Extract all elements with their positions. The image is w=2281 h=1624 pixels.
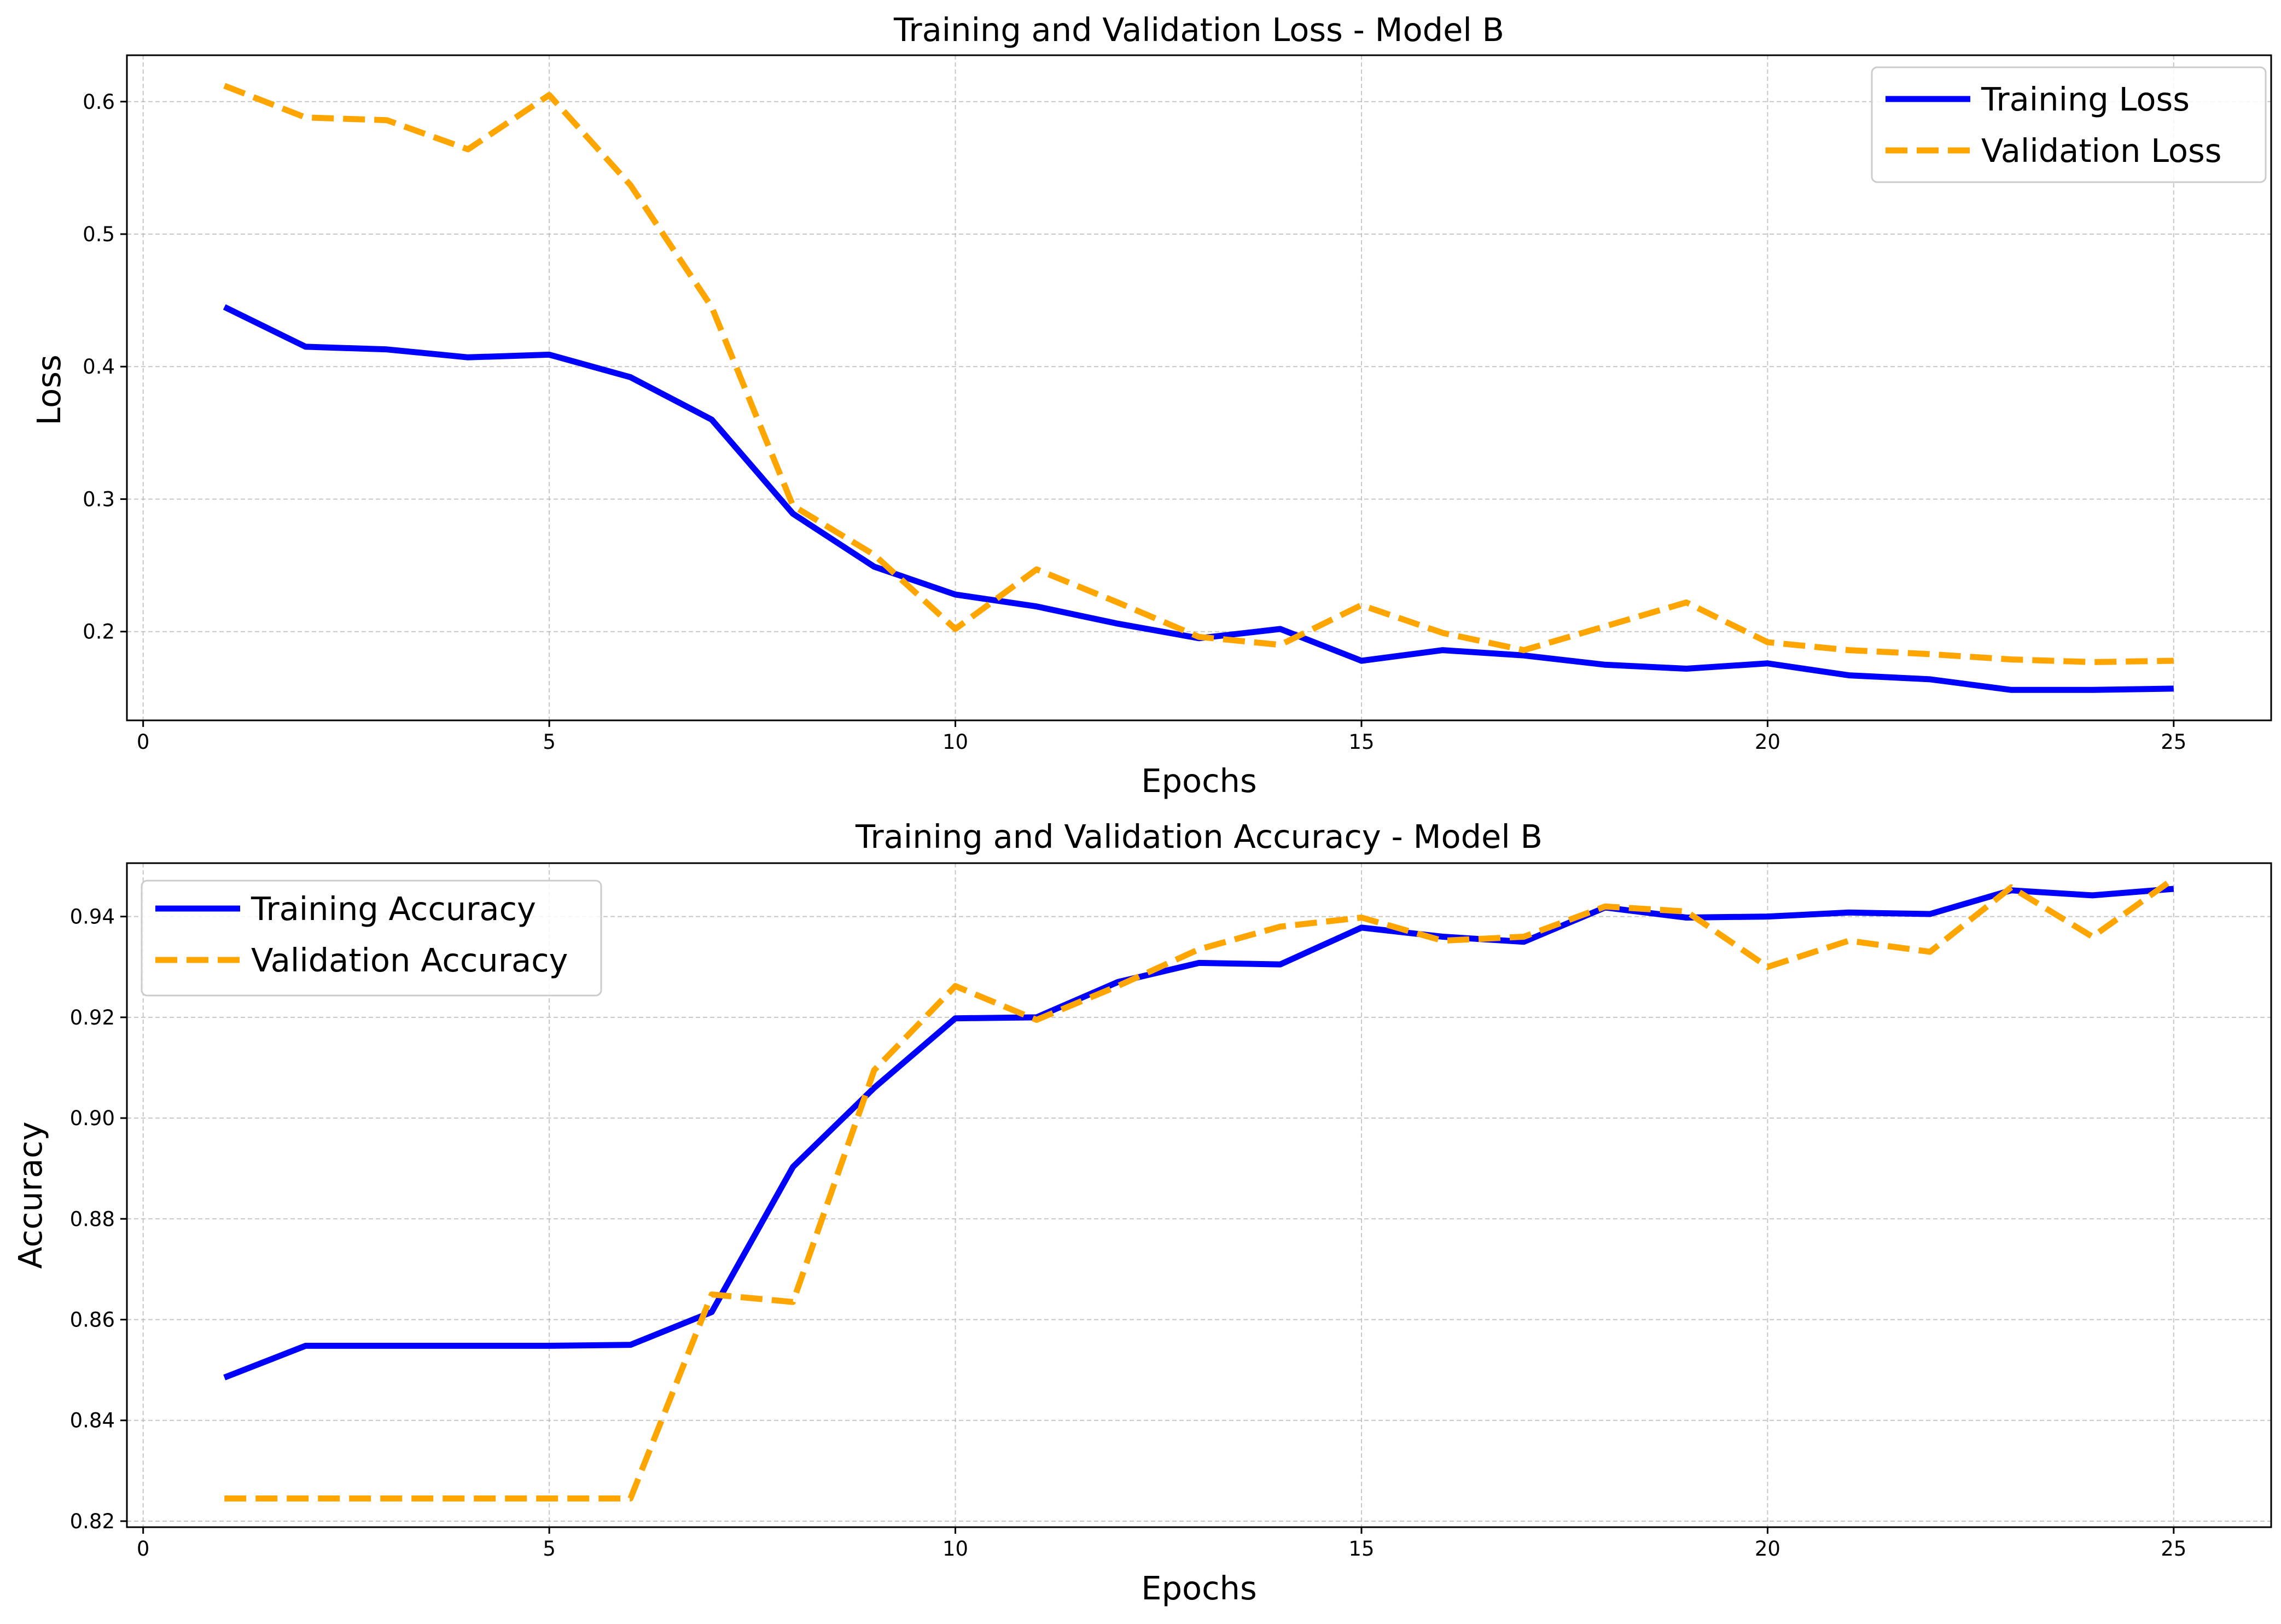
- accuracy-y-tick-label: 0.88: [70, 1207, 115, 1231]
- accuracy-y-tick-label: 0.82: [70, 1510, 115, 1533]
- accuracy-y-ticks: 0.82 0.84 0.86 0.88 0.90 0.92 0.94: [70, 905, 127, 1533]
- loss-x-tick-label: 25: [2161, 730, 2186, 754]
- accuracy-x-tick-label: 0: [137, 1537, 150, 1561]
- accuracy-y-tick-label: 0.92: [70, 1006, 115, 1029]
- loss-y-tick-label: 0.5: [83, 223, 115, 246]
- accuracy-x-tick-label: 25: [2161, 1537, 2186, 1561]
- loss-y-tick-label: 0.3: [83, 487, 115, 511]
- accuracy-y-tick-label: 0.86: [70, 1308, 115, 1332]
- accuracy-chart-title: Training and Validation Accuracy - Model…: [855, 818, 1543, 855]
- accuracy-y-tick-label: 0.84: [70, 1409, 115, 1433]
- accuracy-y-tick-label: 0.94: [70, 905, 115, 929]
- loss-series-line-validation: [223, 83, 2174, 665]
- accuracy-legend: Training Accuracy Validation Accuracy: [141, 880, 602, 997]
- accuracy-x-tick-label: 20: [1755, 1537, 1780, 1561]
- loss-x-tick-label: 5: [543, 730, 556, 754]
- loss-x-axis-label: Epochs: [1141, 762, 1256, 800]
- loss-plot-frame: [126, 54, 2272, 721]
- accuracy-series-line-validation: [224, 876, 2175, 1501]
- accuracy-legend-label-training: Training Accuracy: [251, 890, 536, 928]
- accuracy-x-tick-label: 5: [543, 1537, 556, 1561]
- loss-x-ticks: 0 5 10 15 20 25: [137, 720, 2186, 754]
- accuracy-legend-label-validation: Validation Accuracy: [251, 941, 568, 979]
- accuracy-x-tick-label: 15: [1348, 1537, 1374, 1561]
- loss-chart: Training and Validation Loss - Model B 0…: [30, 11, 2272, 800]
- loss-x-tick-label: 15: [1348, 730, 1374, 754]
- loss-x-tick-label: 20: [1755, 730, 1780, 754]
- loss-legend-label-validation: Validation Loss: [1981, 132, 2222, 170]
- accuracy-legend-box: [141, 880, 602, 997]
- accuracy-series-line-training: [223, 886, 2174, 1381]
- loss-y-tick-label: 0.6: [83, 90, 115, 114]
- loss-y-axis-label: Loss: [30, 354, 68, 425]
- loss-x-tick-label: 0: [137, 730, 150, 754]
- loss-y-tick-label: 0.4: [83, 355, 115, 379]
- loss-legend: Training Loss Validation Loss: [1871, 66, 2267, 183]
- accuracy-plot-frame: [126, 862, 2272, 1528]
- accuracy-x-ticks: 0 5 10 15 20 25: [137, 1527, 2186, 1561]
- accuracy-y-axis-label: Accuracy: [11, 1121, 49, 1268]
- loss-x-tick-label: 10: [942, 730, 968, 754]
- loss-gridlines: [127, 55, 2271, 720]
- loss-chart-title: Training and Validation Loss - Model B: [893, 11, 1504, 49]
- accuracy-x-tick-label: 10: [942, 1537, 968, 1561]
- accuracy-x-axis-label: Epochs: [1141, 1569, 1256, 1607]
- loss-legend-label-training: Training Loss: [1981, 80, 2190, 118]
- accuracy-chart: Training and Validation Accuracy - Model…: [11, 818, 2272, 1607]
- loss-series-lines: [223, 83, 2174, 693]
- loss-y-ticks: 0.2 0.3 0.4 0.5 0.6: [83, 90, 127, 644]
- loss-y-tick-label: 0.2: [83, 620, 115, 644]
- accuracy-series-lines: [223, 876, 2175, 1501]
- accuracy-y-tick-label: 0.90: [70, 1107, 115, 1130]
